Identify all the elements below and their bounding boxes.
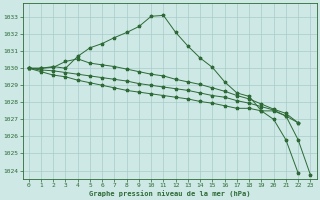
X-axis label: Graphe pression niveau de la mer (hPa): Graphe pression niveau de la mer (hPa)	[89, 190, 250, 197]
